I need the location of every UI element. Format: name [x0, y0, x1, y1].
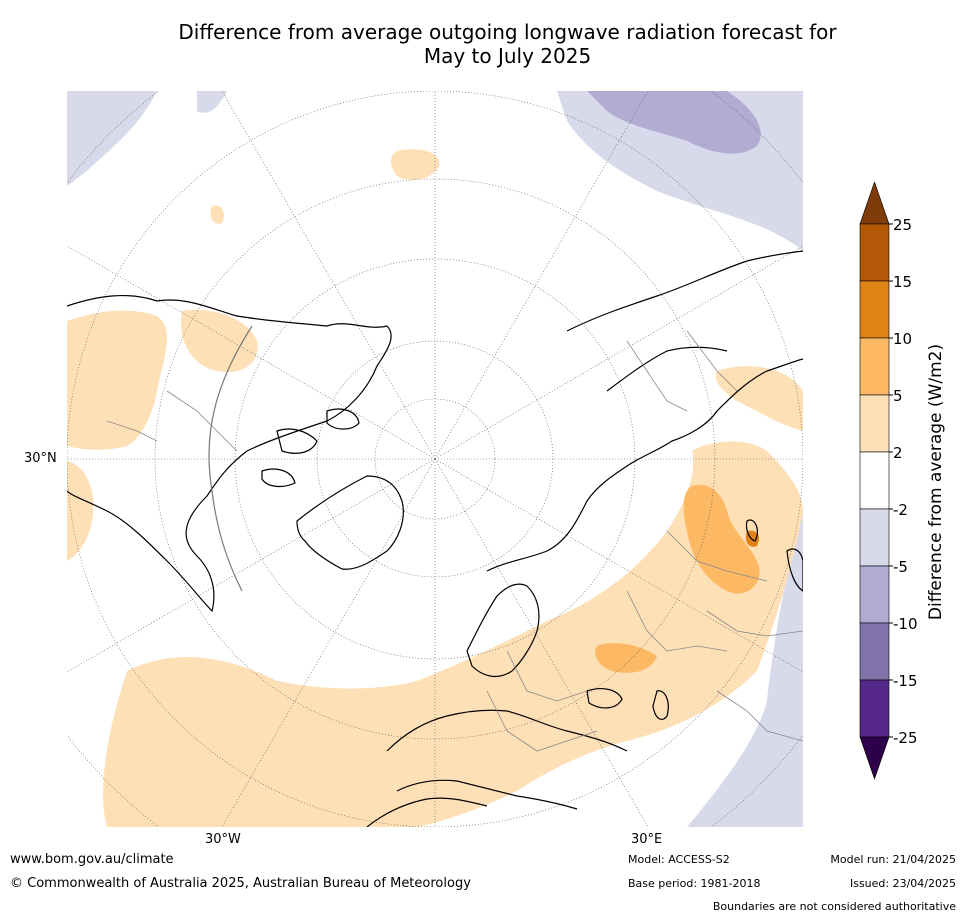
anomaly-pos-pacific-tiny: [210, 205, 224, 224]
model-run-text: Model run: 21/04/2025: [830, 853, 956, 866]
coast-scandinavia: [466, 583, 540, 678]
colorbar-tick-label: 5: [893, 387, 903, 405]
model-text: Model: ACCESS-S2: [628, 853, 730, 866]
anomaly-pos-pacific-small: [391, 149, 440, 180]
hemisphere-edge: [208, 325, 253, 592]
colorbar-band: [859, 223, 890, 282]
title-line-2: May to July 2025: [423, 44, 592, 68]
coast-black-sea: [586, 688, 623, 709]
coast-caspian: [652, 690, 669, 720]
colorbar-over-arrow: [859, 182, 890, 225]
colorbar-tick-label: -2: [893, 501, 908, 519]
disclaimer-text: Boundaries are not considered authoritat…: [712, 900, 956, 913]
anomaly-pos-north-america-west: [67, 310, 168, 450]
polar-anomaly-map: [67, 91, 803, 827]
coast-baikal: [745, 519, 759, 542]
coast-eurasia-arctic: [486, 358, 803, 572]
colorbar-tick-label: -10: [893, 615, 918, 633]
colorbar-tick-label: 25: [893, 216, 912, 234]
title-line-1: Difference from average outgoing longwav…: [178, 20, 837, 44]
anomaly-pos-asia-strong: [683, 484, 760, 594]
colorbar-tick-label: -15: [893, 672, 918, 690]
lon-label-30e: 30°E: [631, 832, 663, 847]
colorbar-tick-label: -25: [893, 729, 918, 747]
graticule-meridians: [67, 91, 803, 827]
colorbar-band: [859, 679, 890, 738]
colorbar-band: [859, 565, 890, 624]
anomaly-pos-lakes: [715, 366, 803, 431]
colorbar-band: [859, 280, 890, 339]
lon-label-30w: 30°W: [205, 832, 241, 847]
anomaly-pos-central-asia: [595, 643, 657, 673]
colorbar-tick-label: 10: [893, 330, 912, 348]
colorbar-band: [859, 622, 890, 681]
colorbar-tick-label: -5: [893, 558, 908, 576]
colorbar-label: Difference from average (W/m2): [926, 343, 946, 621]
lat-label-30n: 30°N: [24, 451, 57, 466]
coast-arctic-islands: [261, 408, 360, 488]
anomaly-neg-pacific-ne-core: [587, 91, 761, 154]
anomaly-pos-usa: [67, 461, 94, 561]
coast-greenland: [296, 475, 404, 570]
colorbar-band: [859, 394, 890, 453]
anomaly-neg-east-asia: [687, 511, 803, 827]
map-title: Difference from average outgoing longwav…: [0, 20, 965, 68]
copyright-text: © Commonwealth of Australia 2025, Austra…: [10, 876, 471, 891]
colorbar-band: [859, 508, 890, 567]
colorbar: 25 15 10 5 2 -2 -5 -10 -15 -25: [859, 182, 918, 780]
issued-text: Issued: 23/04/2025: [849, 877, 956, 890]
anomaly-neg-pacific-nw: [67, 91, 227, 186]
anomaly-pos-atlantic-africa: [103, 441, 803, 827]
coast-north-america: [67, 294, 392, 613]
colorbar-band: [859, 337, 890, 396]
colorbar-band: [859, 451, 890, 510]
website-text: www.bom.gov.au/climate: [10, 852, 174, 867]
coast-north-africa: [366, 797, 488, 827]
colorbar-under-arrow: [859, 736, 890, 780]
base-period-text: Base period: 1981-2018: [628, 877, 761, 890]
colorbar-tick-label: 2: [893, 444, 903, 462]
country-boundaries: [106, 330, 803, 752]
anomaly-pos-alaska-sea: [181, 309, 258, 373]
coast-east-siberia: [566, 250, 803, 392]
colorbar-tick-label: 15: [893, 273, 912, 291]
coast-japan: [786, 548, 803, 592]
